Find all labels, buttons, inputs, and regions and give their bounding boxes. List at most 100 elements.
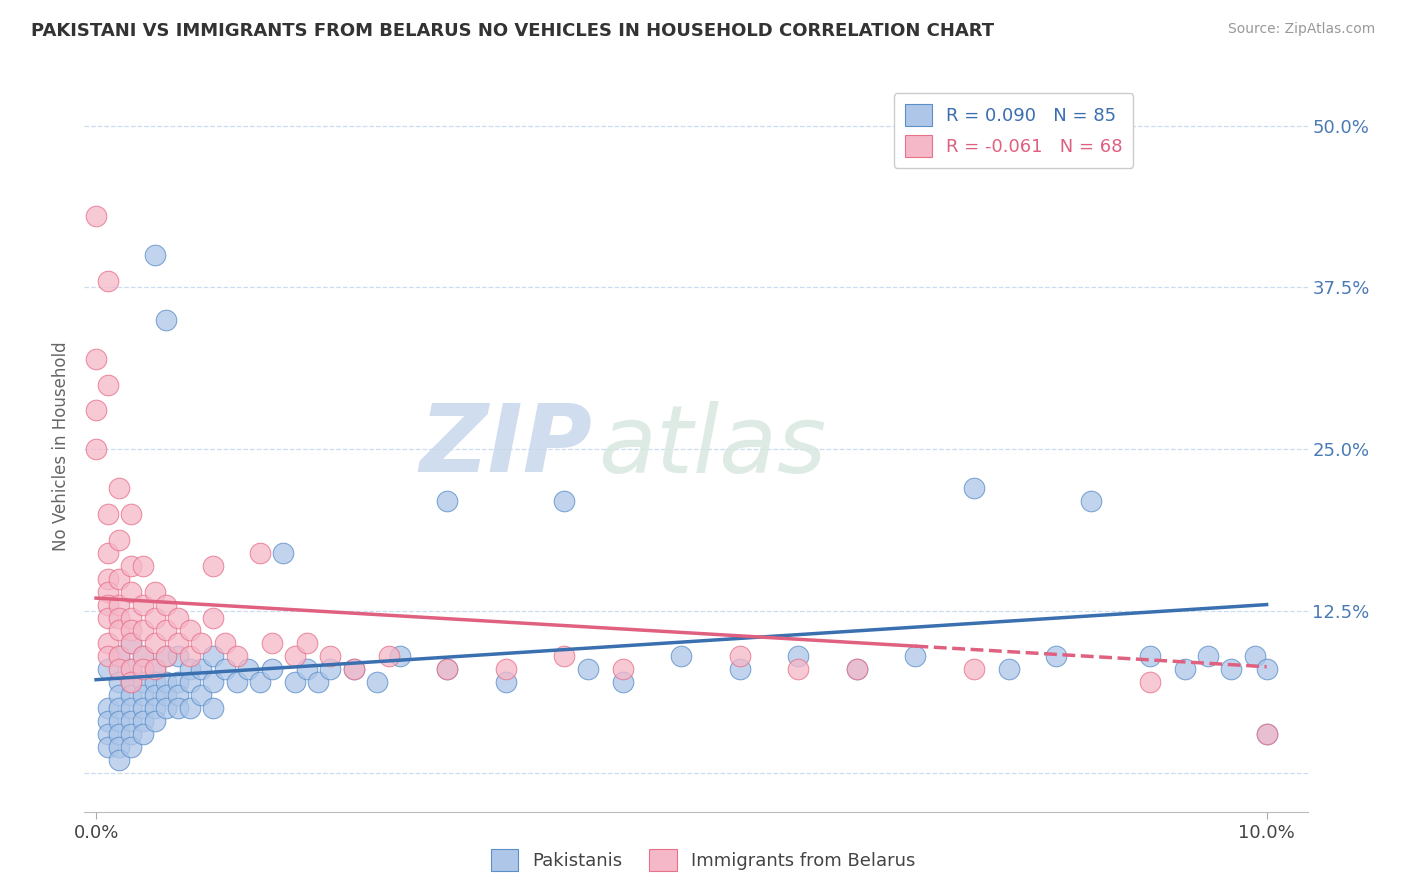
Point <box>97 546 120 560</box>
Point <box>155 598 177 612</box>
Point <box>1256 727 1278 741</box>
Text: PAKISTANI VS IMMIGRANTS FROM BELARUS NO VEHICLES IN HOUSEHOLD CORRELATION CHART: PAKISTANI VS IMMIGRANTS FROM BELARUS NO … <box>31 22 994 40</box>
Point <box>1139 675 1161 690</box>
Point <box>132 675 155 690</box>
Point <box>120 675 142 690</box>
Point <box>238 662 260 676</box>
Point <box>190 662 212 676</box>
Point <box>436 662 458 676</box>
Point <box>167 688 190 702</box>
Point <box>155 688 177 702</box>
Point <box>998 662 1021 676</box>
Y-axis label: No Vehicles in Household: No Vehicles in Household <box>52 341 70 551</box>
Point <box>120 688 142 702</box>
Point <box>143 662 166 676</box>
Point <box>143 701 166 715</box>
Point <box>179 649 201 664</box>
Point <box>155 624 177 638</box>
Point <box>108 701 131 715</box>
Point <box>108 624 131 638</box>
Point <box>728 649 751 664</box>
Point <box>1174 662 1197 676</box>
Point <box>120 701 142 715</box>
Point <box>108 649 131 664</box>
Point <box>120 662 142 676</box>
Point <box>143 610 166 624</box>
Point <box>308 675 330 690</box>
Point <box>108 753 131 767</box>
Point <box>132 649 155 664</box>
Point <box>553 494 575 508</box>
Point <box>108 727 131 741</box>
Point <box>202 610 225 624</box>
Point <box>120 727 142 741</box>
Point <box>143 675 166 690</box>
Point <box>963 662 986 676</box>
Point <box>132 624 155 638</box>
Point <box>1256 727 1278 741</box>
Point <box>249 675 271 690</box>
Point <box>342 662 364 676</box>
Legend: R = 0.090   N = 85, R = -0.061   N = 68: R = 0.090 N = 85, R = -0.061 N = 68 <box>894 93 1133 168</box>
Text: ZIP: ZIP <box>419 400 592 492</box>
Point <box>214 662 236 676</box>
Text: Source: ZipAtlas.com: Source: ZipAtlas.com <box>1227 22 1375 37</box>
Point <box>132 662 155 676</box>
Point <box>97 572 120 586</box>
Point <box>612 662 634 676</box>
Point <box>108 688 131 702</box>
Point <box>202 558 225 573</box>
Point <box>120 636 142 650</box>
Point <box>155 701 177 715</box>
Point <box>167 701 190 715</box>
Point <box>120 636 142 650</box>
Text: atlas: atlas <box>598 401 827 491</box>
Point <box>108 739 131 754</box>
Point <box>97 727 120 741</box>
Point <box>576 662 599 676</box>
Point <box>436 662 458 676</box>
Point <box>120 714 142 728</box>
Point <box>190 688 212 702</box>
Point <box>179 675 201 690</box>
Point <box>84 442 107 457</box>
Point <box>143 248 166 262</box>
Point <box>155 649 177 664</box>
Point <box>97 649 120 664</box>
Point <box>1080 494 1102 508</box>
Point <box>495 675 517 690</box>
Point <box>787 662 810 676</box>
Point <box>120 624 142 638</box>
Point <box>167 675 190 690</box>
Point <box>132 688 155 702</box>
Point <box>260 662 283 676</box>
Point <box>108 610 131 624</box>
Point <box>97 610 120 624</box>
Point <box>553 649 575 664</box>
Point <box>495 662 517 676</box>
Point <box>97 714 120 728</box>
Point <box>377 649 399 664</box>
Legend: Pakistanis, Immigrants from Belarus: Pakistanis, Immigrants from Belarus <box>484 842 922 879</box>
Point <box>143 714 166 728</box>
Point <box>342 662 364 676</box>
Point <box>97 598 120 612</box>
Point <box>155 675 177 690</box>
Point <box>190 636 212 650</box>
Point <box>108 481 131 495</box>
Point <box>108 572 131 586</box>
Point <box>97 739 120 754</box>
Point <box>132 598 155 612</box>
Point <box>120 739 142 754</box>
Point <box>108 649 131 664</box>
Point <box>132 714 155 728</box>
Point <box>84 403 107 417</box>
Point <box>97 636 120 650</box>
Point <box>167 610 190 624</box>
Point <box>1045 649 1067 664</box>
Point <box>963 481 986 495</box>
Point <box>97 507 120 521</box>
Point <box>904 649 927 664</box>
Point <box>1220 662 1243 676</box>
Point <box>728 662 751 676</box>
